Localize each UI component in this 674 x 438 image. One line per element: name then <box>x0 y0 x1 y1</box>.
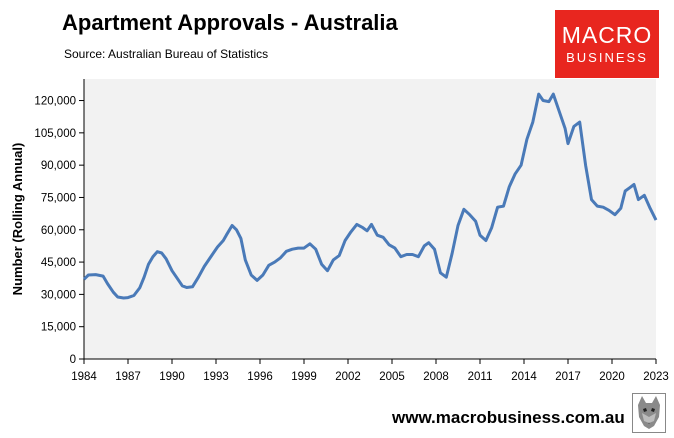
x-tick-label: 2008 <box>423 371 449 383</box>
x-tick-label: 1996 <box>247 371 273 383</box>
series-line <box>82 92 658 300</box>
x-tick-label: 2005 <box>379 371 405 383</box>
y-tick-label: 30,000 <box>41 289 76 301</box>
page-title: Apartment Approvals - Australia <box>62 10 398 35</box>
y-tick-label: 60,000 <box>41 225 76 237</box>
chart-subtitle: Source: Australian Bureau of Statistics <box>64 47 269 61</box>
x-tick-label: 1993 <box>203 371 229 383</box>
x-tick-label: 1987 <box>115 371 141 383</box>
logo-line-1: MACRO <box>561 22 653 48</box>
x-tick-label: 2002 <box>335 371 361 383</box>
y-tick-label: 120,000 <box>34 96 76 108</box>
x-tick-label: 1990 <box>159 371 185 383</box>
axes <box>83 79 656 360</box>
wolf-mascot-icon <box>632 393 666 433</box>
x-tick-label: 1999 <box>291 371 317 383</box>
x-tick-label: 2014 <box>511 371 537 383</box>
y-tick-label: 15,000 <box>41 322 76 334</box>
plot-area <box>84 79 656 359</box>
y-tick-label: 105,000 <box>34 128 76 140</box>
y-tick-label: 90,000 <box>41 160 76 172</box>
x-tick-label: 2023 <box>643 371 669 383</box>
x-tick-label: 1984 <box>71 371 97 383</box>
macrobusiness-logo: MACRO BUSINESS <box>555 10 659 78</box>
y-tick-label: 75,000 <box>41 192 76 204</box>
x-tick-label: 2011 <box>468 371 493 383</box>
logo-line-2: BUSINESS <box>566 50 648 65</box>
x-tick-label: 2017 <box>555 371 581 383</box>
website-url: www.macrobusiness.com.au <box>392 408 625 427</box>
y-axis-ticks: 0 15,000 30,000 45,000 60,000 75,000 90,000 105… <box>34 96 84 366</box>
y-tick-label: 45,000 <box>41 257 76 269</box>
x-axis-ticks: 1984 1987 1990 1993 1996 1999 2002 2005 2008 2011… <box>71 359 669 383</box>
y-axis-label: Number (Rolling Annual) <box>10 143 25 296</box>
y-tick-label: 0 <box>70 354 76 366</box>
x-tick-label: 2020 <box>599 371 625 383</box>
